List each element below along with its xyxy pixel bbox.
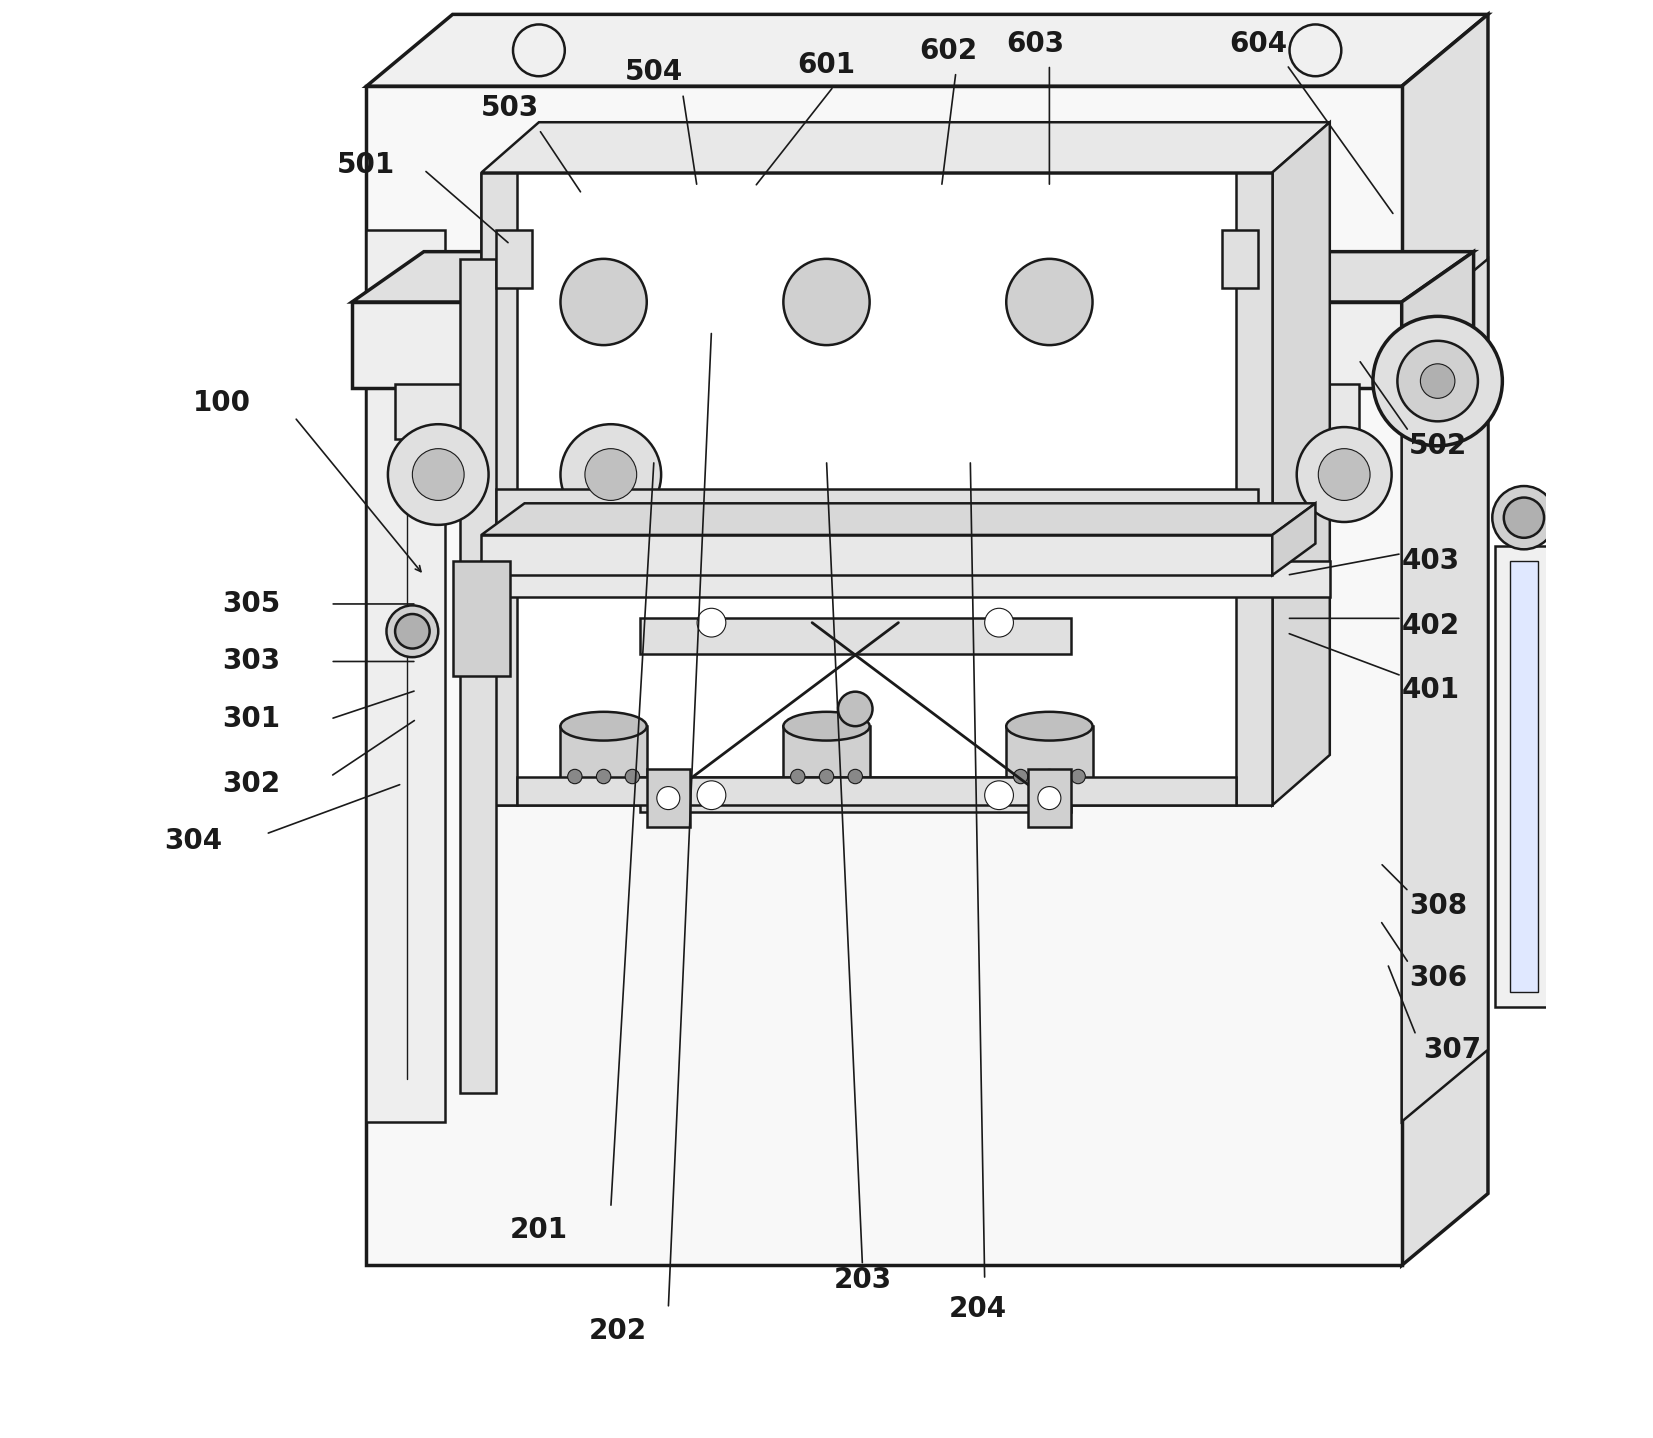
Bar xyxy=(481,535,1273,575)
Bar xyxy=(496,489,1258,532)
Text: 401: 401 xyxy=(1402,676,1460,705)
Text: 303: 303 xyxy=(222,647,279,676)
Polygon shape xyxy=(481,503,1316,535)
Text: 402: 402 xyxy=(1402,611,1460,640)
Text: 503: 503 xyxy=(481,95,539,122)
Text: 203: 203 xyxy=(833,1267,891,1294)
Circle shape xyxy=(412,449,464,500)
Polygon shape xyxy=(560,726,646,784)
Circle shape xyxy=(1013,769,1028,784)
Circle shape xyxy=(698,608,726,637)
Text: 304: 304 xyxy=(164,827,223,856)
Circle shape xyxy=(1493,486,1555,549)
Bar xyxy=(646,769,689,827)
Bar xyxy=(481,173,517,805)
Bar xyxy=(1496,546,1552,1007)
Ellipse shape xyxy=(784,712,869,741)
Circle shape xyxy=(387,605,438,657)
Polygon shape xyxy=(367,14,1488,86)
Circle shape xyxy=(985,608,1013,637)
Ellipse shape xyxy=(1007,259,1093,345)
Circle shape xyxy=(1374,316,1503,446)
Bar xyxy=(1236,173,1273,805)
Circle shape xyxy=(848,769,863,784)
Bar xyxy=(1509,561,1539,992)
Circle shape xyxy=(790,769,805,784)
Text: 100: 100 xyxy=(193,388,251,417)
Bar xyxy=(481,173,1273,805)
Circle shape xyxy=(585,449,636,500)
Bar xyxy=(481,561,1329,597)
Circle shape xyxy=(1038,787,1061,810)
Bar xyxy=(352,302,1402,388)
Circle shape xyxy=(1296,427,1392,522)
Ellipse shape xyxy=(784,259,869,345)
Text: 602: 602 xyxy=(919,37,979,65)
Circle shape xyxy=(567,769,582,784)
Bar xyxy=(1028,769,1071,827)
Text: 601: 601 xyxy=(797,52,856,79)
Polygon shape xyxy=(1007,726,1093,784)
Polygon shape xyxy=(1273,503,1316,575)
Ellipse shape xyxy=(560,259,646,345)
Text: 308: 308 xyxy=(1408,892,1466,920)
Circle shape xyxy=(1041,769,1056,784)
Text: 201: 201 xyxy=(509,1217,569,1244)
Circle shape xyxy=(625,769,640,784)
Ellipse shape xyxy=(560,712,646,741)
Bar xyxy=(367,230,445,1122)
Circle shape xyxy=(838,692,873,726)
Circle shape xyxy=(1319,449,1370,500)
Bar xyxy=(395,384,1359,439)
Circle shape xyxy=(1071,769,1086,784)
Text: 502: 502 xyxy=(1408,431,1468,460)
Text: 202: 202 xyxy=(588,1317,646,1345)
Circle shape xyxy=(597,769,612,784)
Text: 504: 504 xyxy=(625,59,683,86)
Circle shape xyxy=(1397,341,1478,421)
Circle shape xyxy=(820,769,833,784)
Text: 302: 302 xyxy=(222,769,279,798)
Text: 403: 403 xyxy=(1402,546,1460,575)
Bar xyxy=(640,618,1071,654)
Text: 604: 604 xyxy=(1228,30,1288,58)
Polygon shape xyxy=(1402,14,1488,1265)
Text: 307: 307 xyxy=(1423,1035,1481,1064)
Circle shape xyxy=(698,781,726,810)
Bar xyxy=(496,230,532,288)
Bar xyxy=(1222,230,1258,288)
Ellipse shape xyxy=(1007,712,1093,741)
Text: 301: 301 xyxy=(222,705,279,733)
Circle shape xyxy=(395,614,430,649)
Circle shape xyxy=(388,424,489,525)
Bar xyxy=(460,259,496,1093)
Bar xyxy=(367,86,1402,1265)
Circle shape xyxy=(1420,364,1455,398)
Polygon shape xyxy=(352,252,1473,302)
Text: 603: 603 xyxy=(1007,30,1065,58)
Bar xyxy=(640,777,1071,812)
Bar xyxy=(453,561,511,676)
Polygon shape xyxy=(481,122,1329,173)
Polygon shape xyxy=(1402,259,1488,1122)
Polygon shape xyxy=(1402,252,1473,388)
Circle shape xyxy=(985,781,1013,810)
Text: 306: 306 xyxy=(1408,963,1466,992)
Bar xyxy=(517,777,1236,805)
Circle shape xyxy=(656,787,679,810)
Circle shape xyxy=(1504,498,1544,538)
Circle shape xyxy=(560,424,661,525)
Text: 501: 501 xyxy=(337,151,395,180)
Text: 204: 204 xyxy=(949,1296,1007,1323)
Text: 305: 305 xyxy=(222,590,279,618)
Polygon shape xyxy=(784,726,869,784)
Polygon shape xyxy=(1273,122,1329,805)
